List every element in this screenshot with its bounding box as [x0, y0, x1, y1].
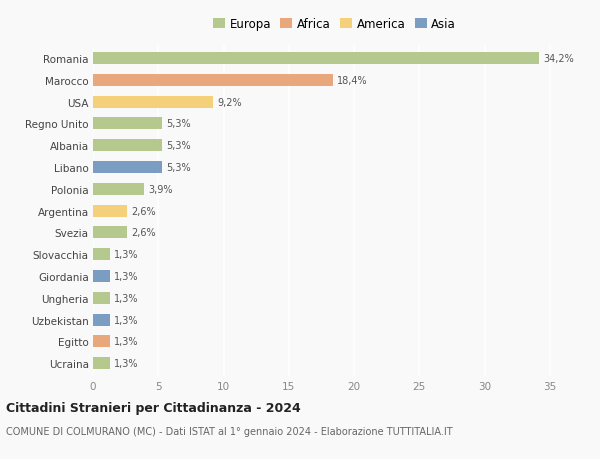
Text: 3,9%: 3,9%	[148, 185, 172, 195]
Text: 2,6%: 2,6%	[131, 206, 155, 216]
Bar	[93, 292, 110, 304]
Bar	[93, 184, 144, 196]
Text: 1,3%: 1,3%	[114, 336, 139, 347]
Legend: Europa, Africa, America, Asia: Europa, Africa, America, Asia	[211, 16, 458, 33]
Text: COMUNE DI COLMURANO (MC) - Dati ISTAT al 1° gennaio 2024 - Elaborazione TUTTITAL: COMUNE DI COLMURANO (MC) - Dati ISTAT al…	[6, 426, 452, 436]
Bar	[93, 53, 539, 65]
Text: 9,2%: 9,2%	[217, 97, 242, 107]
Text: Cittadini Stranieri per Cittadinanza - 2024: Cittadini Stranieri per Cittadinanza - 2…	[6, 401, 301, 414]
Text: 1,3%: 1,3%	[114, 315, 139, 325]
Bar	[93, 140, 162, 152]
Text: 2,6%: 2,6%	[131, 228, 155, 238]
Bar	[93, 336, 110, 347]
Bar	[93, 162, 162, 174]
Text: 18,4%: 18,4%	[337, 76, 368, 86]
Bar	[93, 75, 333, 87]
Text: 5,3%: 5,3%	[166, 162, 191, 173]
Bar	[93, 270, 110, 282]
Text: 5,3%: 5,3%	[166, 141, 191, 151]
Text: 1,3%: 1,3%	[114, 358, 139, 368]
Bar	[93, 205, 127, 217]
Text: 34,2%: 34,2%	[544, 54, 574, 64]
Bar	[93, 227, 127, 239]
Bar	[93, 358, 110, 369]
Text: 1,3%: 1,3%	[114, 250, 139, 260]
Bar	[93, 314, 110, 326]
Text: 5,3%: 5,3%	[166, 119, 191, 129]
Text: 1,3%: 1,3%	[114, 271, 139, 281]
Bar	[93, 249, 110, 261]
Bar	[93, 96, 213, 108]
Bar	[93, 118, 162, 130]
Text: 1,3%: 1,3%	[114, 293, 139, 303]
